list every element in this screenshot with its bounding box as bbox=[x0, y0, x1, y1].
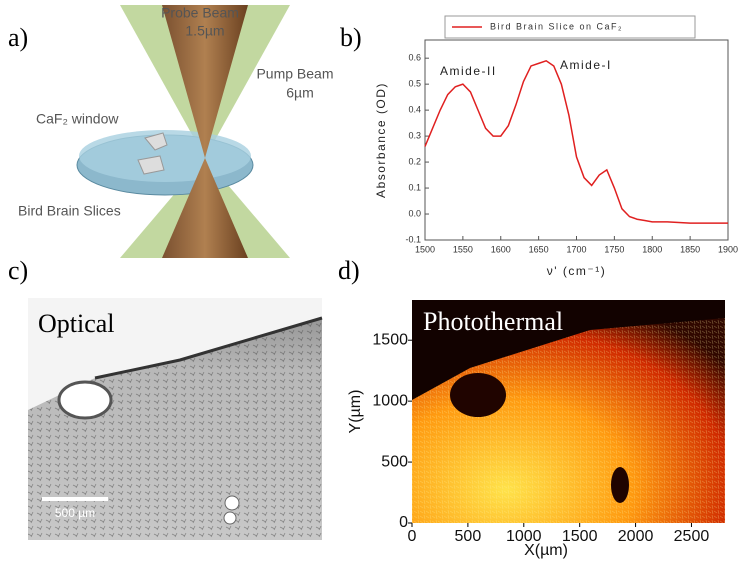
hole bbox=[57, 380, 113, 420]
x-axis-label: X(µm) bbox=[524, 542, 568, 559]
y-tick-label: 0.6 bbox=[408, 53, 421, 63]
panel-letter: b) bbox=[340, 23, 362, 52]
panel-letter: d) bbox=[338, 256, 360, 285]
pump-size: 6µm bbox=[286, 85, 314, 101]
y-tick-label: 0.0 bbox=[408, 208, 421, 218]
y-tick-label: 0 bbox=[399, 514, 408, 531]
x-tick-label: 1000 bbox=[506, 528, 542, 545]
panel-d: d) Photothermal 0 500 1000 1500 2000 2500 0 500… bbox=[338, 256, 725, 559]
y-tick-label: 0.5 bbox=[408, 79, 421, 89]
panel-b: b) -0.1 0.0 0.1 0.2 0.3 0.4 0.5 0.6 1500 1550 1600… bbox=[340, 15, 738, 278]
y-tick-label: -0.1 bbox=[405, 234, 421, 244]
legend-label: Bird Brain Slice on CaF₂ bbox=[490, 21, 623, 31]
y-tick-label: 0.3 bbox=[408, 130, 421, 140]
y-tick-label: 0.1 bbox=[408, 182, 421, 192]
y-axis-label: Y(µm) bbox=[347, 390, 364, 434]
probe-label: Probe Beam bbox=[161, 5, 239, 21]
x-tick-label: 2000 bbox=[618, 528, 654, 545]
x-tick-label: 500 bbox=[455, 528, 482, 545]
scale-bar-label: 500 µm bbox=[55, 506, 95, 520]
x-tick-label: 2500 bbox=[674, 528, 710, 545]
background-region bbox=[412, 300, 725, 400]
hole bbox=[223, 511, 237, 525]
slices-label: Bird Brain Slices bbox=[18, 203, 121, 219]
x-tick-label: 1700 bbox=[566, 244, 586, 254]
y-tick-label: 0.2 bbox=[408, 156, 421, 166]
scale-bar bbox=[42, 497, 108, 501]
x-tick-label: 1600 bbox=[491, 244, 511, 254]
annotation: Amide-I bbox=[560, 58, 612, 72]
probe-beam bbox=[162, 5, 248, 158]
legend-box bbox=[444, 15, 696, 39]
x-tick-label: 1500 bbox=[415, 244, 435, 254]
y-tick-label: 1500 bbox=[372, 331, 408, 348]
y-tick-label: 500 bbox=[381, 453, 408, 470]
x-tick-label: 1550 bbox=[453, 244, 473, 254]
image-title: Photothermal bbox=[423, 307, 563, 336]
y-axis-label: Absorbance (OD) bbox=[374, 82, 388, 198]
y-tick-label: 0.4 bbox=[408, 105, 421, 115]
x-tick-label: 1800 bbox=[642, 244, 662, 254]
x-axis-label: ν' (cm⁻¹) bbox=[547, 264, 606, 278]
y-tick-label: 1000 bbox=[372, 392, 408, 409]
x-tick-label: 0 bbox=[408, 528, 417, 545]
brain-slice bbox=[137, 132, 168, 175]
panel-letter: a) bbox=[8, 23, 28, 52]
annotation: Amide-II bbox=[440, 64, 497, 78]
x-tick-label: 1750 bbox=[604, 244, 624, 254]
panel-a: a) Probe Beam 1.5µm Pump Beam 6µm CaF₂ w… bbox=[8, 5, 334, 258]
hole bbox=[611, 467, 629, 503]
x-tick-label: 1850 bbox=[680, 244, 700, 254]
hole bbox=[450, 373, 506, 417]
panel-c: c) Optical 500 µm bbox=[8, 256, 323, 540]
panel-letter: c) bbox=[8, 256, 28, 285]
probe-size: 1.5µm bbox=[185, 23, 224, 39]
hole bbox=[224, 495, 240, 511]
spectrum-line bbox=[424, 59, 728, 224]
probe-beam bbox=[162, 158, 248, 258]
window-label: CaF₂ window bbox=[36, 111, 119, 127]
background-region bbox=[28, 298, 322, 410]
tissue-edge bbox=[94, 316, 323, 380]
pump-label: Pump Beam bbox=[256, 66, 333, 82]
x-tick-label: 1500 bbox=[562, 528, 598, 545]
x-tick-label: 1650 bbox=[529, 244, 549, 254]
image-title: Optical bbox=[38, 309, 115, 338]
x-tick-label: 1900 bbox=[718, 244, 738, 254]
